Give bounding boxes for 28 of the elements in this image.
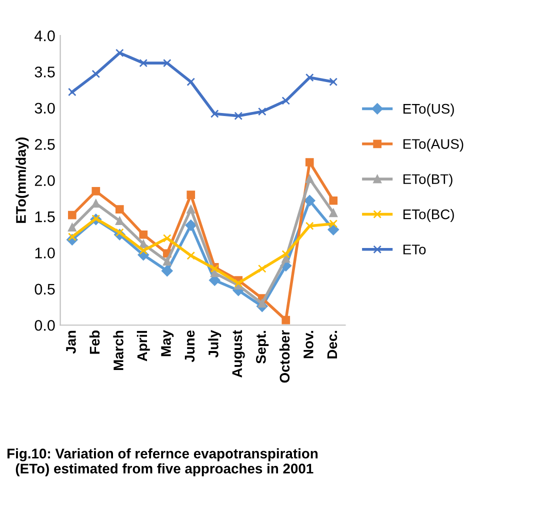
x-tick-label: April <box>136 330 150 362</box>
legend-label: ETo(AUS) <box>403 138 464 152</box>
x-tick-label: Sept. <box>256 330 269 364</box>
x-tick-label: July <box>208 330 222 358</box>
y-tick-label: 1.5 <box>35 212 55 222</box>
legend-label: ETo(BT) <box>403 174 452 187</box>
x-tick-label: Dec. <box>327 330 338 358</box>
x-tick-label: August <box>232 330 245 378</box>
y-tick-label: 3.5 <box>34 66 55 78</box>
y-tick-label: 0.0 <box>34 320 55 331</box>
x-tick-label: Feb <box>89 330 100 354</box>
y-tick-label: 4.0 <box>34 30 55 42</box>
y-tick-label: 3.0 <box>34 102 55 114</box>
x-tick-label: Nov. <box>304 330 314 358</box>
x-tick-label: Jan <box>66 330 76 354</box>
y-axis-title: ETo(mm/day) <box>16 138 29 223</box>
x-tick-label: March <box>113 330 124 370</box>
legend-label: ETo(US) <box>403 104 454 116</box>
y-tick-label: 2.0 <box>34 175 55 186</box>
x-tick-label: June <box>184 330 195 362</box>
y-tick-label: 2.5 <box>34 139 55 150</box>
x-tick-label: October <box>279 330 290 383</box>
legend-label: ETo <box>403 244 426 254</box>
x-tick-label: May <box>161 330 174 356</box>
legend-label: ETo(BC) <box>403 209 454 222</box>
caption: Fig.10: Variation of refernce evapotranspiration (ETo) estimated from five approaches in 2001 <box>8 448 318 476</box>
y-tick-label: 0.5 <box>34 284 55 295</box>
y-tick-label: 1.0 <box>35 248 55 258</box>
